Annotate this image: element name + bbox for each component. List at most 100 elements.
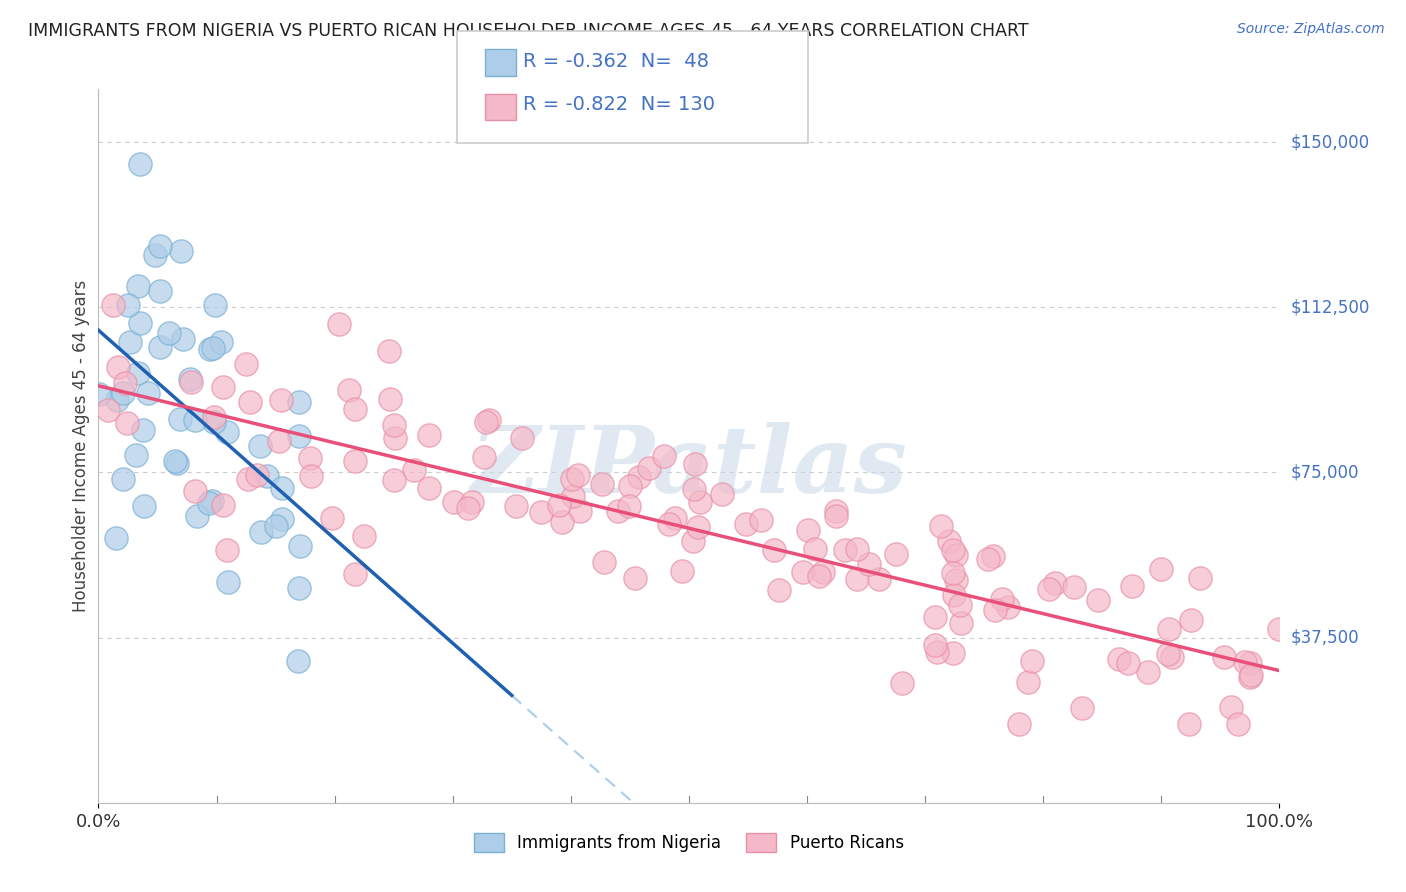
Point (461, 495, 484, 509)
Point (287, 654, 309, 668)
Point (569, 504, 592, 518)
Point (111, 472, 134, 486)
Point (87, 386, 110, 401)
Point (505, 500, 527, 514)
Point (1149, 562, 1171, 576)
Point (652, 449, 675, 463)
Point (380, 392, 402, 407)
Point (209, 335, 232, 350)
Point (1178, 716, 1201, 731)
Point (683, 458, 706, 472)
Point (200, 343, 222, 357)
Point (1212, 650, 1234, 665)
Point (321, 511, 343, 525)
Point (114, 376, 136, 390)
Point (925, 645, 948, 659)
Point (249, 439, 271, 453)
Point (246, 467, 269, 482)
Point (299, 469, 322, 483)
Point (202, 409, 225, 424)
Point (270, 481, 292, 495)
Point (136, 386, 159, 401)
Point (561, 472, 583, 486)
Point (236, 472, 259, 486)
Point (846, 572, 869, 586)
Point (105, 392, 128, 407)
Point (845, 542, 868, 557)
Point (548, 499, 571, 513)
Point (658, 517, 681, 532)
Point (688, 520, 710, 534)
Point (143, 248, 166, 262)
Point (834, 542, 856, 557)
Point (382, 417, 405, 432)
Text: $112,500: $112,500 (1291, 298, 1369, 317)
Point (942, 566, 965, 580)
Text: $150,000: $150,000 (1291, 133, 1369, 151)
Point (443, 495, 465, 509)
Point (343, 402, 366, 417)
Point (825, 508, 848, 523)
Point (627, 470, 650, 484)
Point (929, 519, 952, 533)
Point (112, 386, 135, 401)
Point (204, 297, 226, 311)
Point (157, 326, 180, 340)
Point (1188, 571, 1211, 585)
Point (169, 244, 191, 258)
Point (591, 477, 613, 491)
Point (689, 495, 711, 509)
Point (271, 512, 294, 526)
Text: $37,500: $37,500 (1291, 629, 1360, 647)
Point (623, 571, 645, 585)
Point (472, 450, 495, 465)
Point (792, 565, 814, 579)
Y-axis label: Householder Income Ages 45 - 64 years: Householder Income Ages 45 - 64 years (72, 280, 90, 612)
Point (384, 431, 406, 445)
Point (378, 344, 401, 359)
Point (734, 516, 756, 531)
Point (997, 600, 1019, 615)
Point (664, 511, 686, 525)
Point (606, 504, 628, 518)
Point (510, 431, 533, 445)
Point (97, 403, 120, 417)
Point (132, 423, 155, 437)
Point (1121, 579, 1143, 593)
Point (942, 646, 965, 660)
Point (945, 548, 967, 562)
Point (344, 567, 367, 582)
Point (163, 453, 186, 467)
Point (1161, 650, 1184, 665)
Point (127, 278, 149, 293)
Point (1227, 716, 1250, 731)
Point (977, 552, 1000, 566)
Point (215, 543, 238, 558)
Point (288, 395, 311, 409)
Point (266, 519, 288, 533)
Point (270, 393, 292, 408)
Point (101, 298, 124, 312)
Point (288, 582, 311, 596)
Point (475, 415, 498, 429)
Point (797, 523, 820, 537)
Point (149, 239, 172, 253)
Point (858, 557, 880, 571)
Point (1071, 701, 1094, 715)
Point (1239, 657, 1261, 671)
Point (186, 508, 208, 523)
Point (768, 582, 790, 597)
Point (530, 504, 553, 518)
Point (402, 462, 425, 476)
Point (120, 334, 142, 349)
Point (1239, 670, 1261, 684)
Point (290, 539, 312, 553)
Point (1087, 592, 1109, 607)
Point (117, 416, 139, 430)
Point (808, 569, 831, 583)
Point (884, 547, 907, 561)
Point (981, 549, 1004, 564)
Point (1180, 614, 1202, 628)
Point (127, 367, 149, 381)
Point (217, 574, 239, 589)
